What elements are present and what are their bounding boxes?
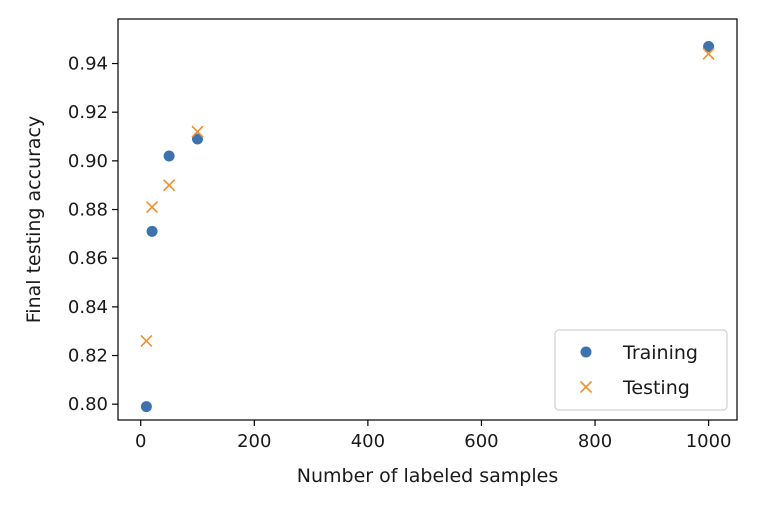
x-tick-label: 600 bbox=[464, 431, 498, 452]
legend-box bbox=[554, 329, 728, 411]
y-tick-label: 0.86 bbox=[68, 248, 108, 269]
y-axis-label: Final testing accuracy bbox=[23, 116, 45, 323]
plot-area bbox=[117, 18, 738, 421]
testing-point bbox=[140, 334, 153, 347]
axes: 0 200 400 600 800 1000 0.80 0.82 0.84 0.86 0.88 0.9… bbox=[68, 54, 732, 452]
y-tick-label: 0.88 bbox=[68, 200, 108, 221]
training-point bbox=[703, 40, 715, 52]
training-point bbox=[146, 225, 158, 237]
x-tick-label: 200 bbox=[237, 431, 271, 452]
y-tick-label: 0.92 bbox=[68, 102, 108, 123]
testing-point bbox=[702, 47, 715, 60]
x-tick-label: 1000 bbox=[686, 431, 732, 452]
y-tick-label: 0.94 bbox=[68, 54, 108, 75]
testing-point bbox=[163, 179, 176, 192]
y-tick-label: 0.90 bbox=[68, 151, 108, 172]
x-axis-label: Number of labeled samples bbox=[297, 465, 558, 487]
testing-point bbox=[146, 201, 159, 214]
y-tick-label: 0.80 bbox=[68, 394, 108, 415]
training-point bbox=[163, 150, 175, 162]
training-point bbox=[140, 401, 152, 413]
data-marks bbox=[140, 40, 715, 413]
y-tick-label: 0.84 bbox=[68, 297, 108, 318]
x-tick-label: 800 bbox=[578, 431, 612, 452]
legend-marker-training bbox=[580, 346, 592, 358]
y-tick-label: 0.82 bbox=[68, 346, 108, 367]
legend-marker-testing bbox=[579, 380, 593, 394]
training-point bbox=[192, 133, 204, 145]
x-tick-label: 0 bbox=[135, 431, 146, 452]
testing-point bbox=[191, 125, 204, 138]
x-tick-label: 400 bbox=[351, 431, 385, 452]
plot-frame bbox=[117, 18, 738, 421]
legend-label-training: Training bbox=[622, 342, 698, 364]
legend-label-testing: Testing bbox=[622, 377, 690, 399]
legend: Training Testing bbox=[554, 329, 728, 411]
